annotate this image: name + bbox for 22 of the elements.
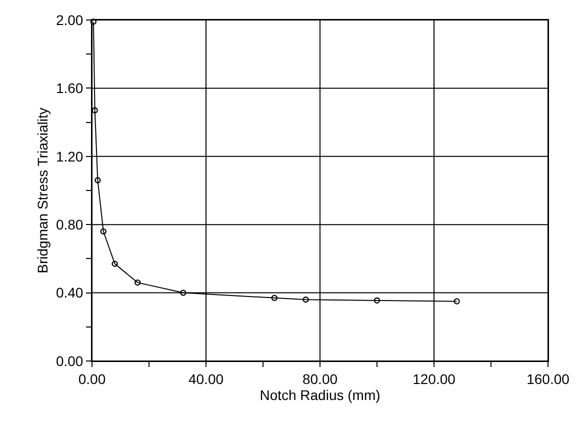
point: [94, 177, 101, 184]
point: [100, 228, 106, 235]
y-tick-label: 0.80: [56, 216, 84, 232]
x-tick-label: 120.00: [412, 370, 456, 387]
x-tick-label: 0.00: [78, 370, 106, 387]
x-axis-title: Notch Radius (mm): [260, 387, 380, 404]
y-tick-label: 1.20: [56, 148, 84, 164]
y-tick-label: 0.40: [56, 284, 84, 301]
x-tick-label: 80.00: [302, 370, 338, 387]
point: [112, 260, 118, 267]
x-tick-label: 160.00: [526, 370, 570, 387]
point: [134, 279, 141, 286]
point: [454, 298, 460, 304]
point: [180, 290, 186, 296]
y-tick-label: 2.00: [56, 12, 84, 28]
point: [374, 297, 380, 304]
y-axis-title: Bridgman Stress Triaxiality: [34, 108, 51, 274]
point: [271, 294, 278, 302]
point: [302, 296, 309, 303]
y-tick-label: 0.00: [56, 352, 84, 369]
x-tick-label: 40.00: [188, 370, 224, 387]
y-tick-label: 1.60: [56, 80, 84, 96]
